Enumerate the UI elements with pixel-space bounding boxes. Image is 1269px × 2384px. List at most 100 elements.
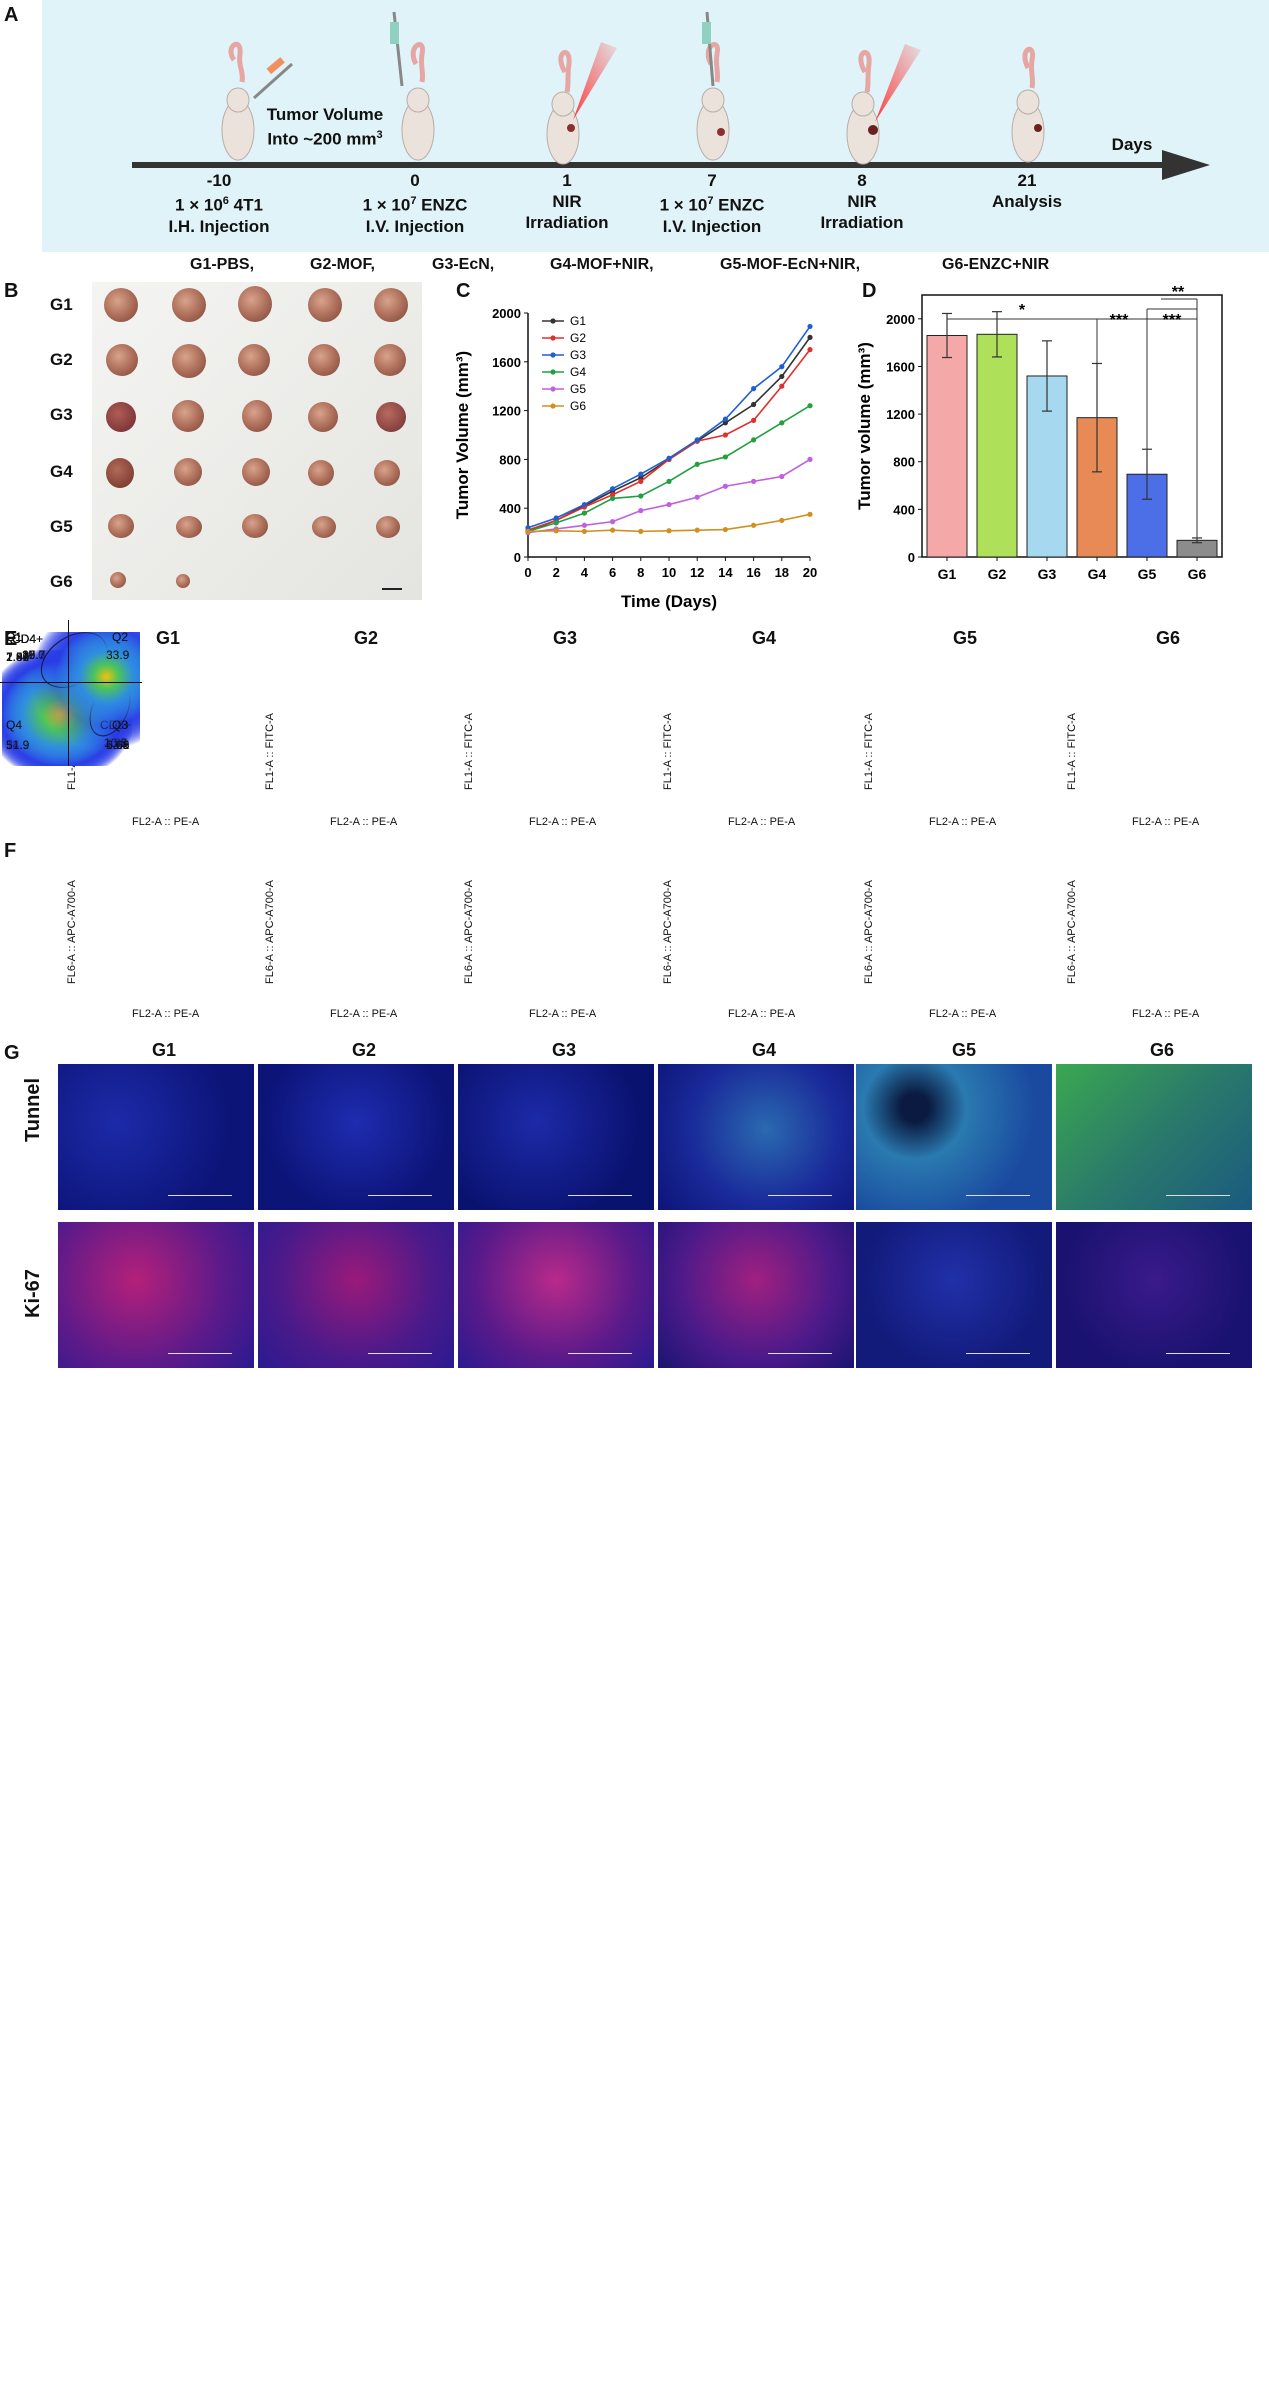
micro-row-label: Tunnel xyxy=(22,1077,44,1142)
data-point xyxy=(751,401,757,408)
data-point xyxy=(638,478,644,484)
panel-label-d: D xyxy=(862,280,877,302)
panel-label-g: G xyxy=(4,1042,20,1064)
f-y-axis-label: FL6-A :: APC-A700-A xyxy=(463,880,475,984)
cd4-cd8-plot: CD4+ 19.0 CD8+ 2.76 xyxy=(0,620,142,1650)
x-tick-label: 20 xyxy=(803,565,817,580)
timeline-event: 8 NIR Irradiation xyxy=(820,171,904,232)
y-axis-title: Tumor volume (mm³) xyxy=(855,342,874,510)
data-point xyxy=(751,478,757,484)
timeline-arrowhead xyxy=(1162,150,1210,180)
flow-cytometry-panels: G1 CD4+ 11.6 CD8+ 2.54 FL1-A :: FITC-AFL… xyxy=(0,620,1269,1040)
mouse-icon-1 xyxy=(221,41,294,161)
panel-label-e: E xyxy=(4,628,18,650)
data-point xyxy=(581,528,587,534)
f-y-axis-label: FL6-A :: APC-A700-A xyxy=(66,880,78,984)
q3-label: Q3 xyxy=(112,718,129,732)
data-point xyxy=(722,483,728,489)
q-quadrant-plot: Q1 2.82 Q2 49.3 Q4 34.1 Q3 13.8 xyxy=(0,620,142,2090)
data-point xyxy=(807,347,813,353)
bar-g1 xyxy=(926,334,968,558)
ki67-image-g5 xyxy=(856,1222,1052,1368)
f-x-axis-label: FL2-A :: PE-A xyxy=(1132,1008,1200,1020)
timeline-axis xyxy=(132,162,1172,168)
f-y-axis-label: FL6-A :: APC-A700-A xyxy=(264,880,276,984)
flow-group-title: G5 xyxy=(953,628,978,648)
panel-label-c: C xyxy=(456,280,471,302)
f-x-axis-label: FL2-A :: PE-A xyxy=(330,1008,398,1020)
e-x-axis-label: FL2-A :: PE-A xyxy=(728,816,796,828)
y-tick-label: 1200 xyxy=(886,407,915,422)
data-point xyxy=(666,501,672,508)
mouse-icon-6 xyxy=(1011,46,1045,163)
y-tick-label: 800 xyxy=(893,455,915,470)
x-tick-label: G3 xyxy=(1038,566,1057,582)
quadrant-divider-h xyxy=(0,682,142,683)
q4-value: 51.9 xyxy=(6,738,30,752)
q1-label: Q1 xyxy=(6,630,23,644)
x-tick-label: G2 xyxy=(988,566,1007,582)
tumor-photo xyxy=(92,282,422,600)
micro-col-label: G4 xyxy=(752,1040,777,1060)
legend-marker xyxy=(550,335,556,341)
q1-label: Q1 xyxy=(6,630,23,644)
data-point xyxy=(779,383,785,389)
x-tick-label: 18 xyxy=(775,565,789,580)
mouse-icon-2 xyxy=(390,11,435,161)
data-point xyxy=(779,364,785,370)
days-label: Days xyxy=(1111,135,1153,154)
q1-label: Q1 xyxy=(6,630,23,644)
q1-label: Q1 xyxy=(6,630,23,644)
data-point xyxy=(638,528,644,534)
q2-label: Q2 xyxy=(112,630,129,644)
tunnel-image-g5 xyxy=(856,1064,1052,1210)
micro-col-label: G3 xyxy=(552,1040,577,1060)
group-legend: G2-MOF, xyxy=(310,256,375,273)
legend-marker xyxy=(550,403,556,409)
photo-row-label: G5 xyxy=(50,517,73,536)
micro-col-label: G6 xyxy=(1150,1040,1175,1060)
data-point xyxy=(610,527,616,533)
significance-mark: * xyxy=(1019,302,1026,319)
legend-label: G2 xyxy=(570,331,586,345)
legend-label: G4 xyxy=(570,365,586,379)
mouse-icon-4 xyxy=(696,11,730,161)
e-y-axis-label: FL1-A :: FITC-A xyxy=(463,712,475,790)
x-tick-label: G1 xyxy=(938,566,957,582)
y-tick-label: 2000 xyxy=(492,306,521,321)
y-tick-label: 0 xyxy=(908,550,915,565)
f-y-axis-label: FL6-A :: APC-A700-A xyxy=(1066,880,1078,984)
q-quadrant-plot: Q1 1.87 Q2 67.9 Q4 16.2 Q3 14.0 xyxy=(0,620,142,1502)
panel-label-b: B xyxy=(4,280,19,302)
legend-label: G6 xyxy=(570,399,586,413)
y-tick-label: 2000 xyxy=(886,312,915,327)
data-point xyxy=(553,515,559,521)
quadrant-divider-v xyxy=(68,620,69,766)
group-legend: G4-MOF+NIR, xyxy=(550,256,654,273)
timeline-panel: Tumor Volume Into ~200 mm3 Days -10 1 × … xyxy=(42,0,1269,273)
group-legend: G6-ENZC+NIR xyxy=(942,256,1050,273)
data-point xyxy=(694,494,700,500)
y-tick-label: 0 xyxy=(514,550,521,565)
group-legend: G5-MOF-EcN+NIR, xyxy=(720,256,861,273)
legend-marker xyxy=(550,386,556,392)
photo-row-label: G2 xyxy=(50,350,73,369)
mouse-icon-3 xyxy=(546,42,617,165)
timeline-event: 21 Analysis xyxy=(992,171,1062,211)
x-tick-label: G5 xyxy=(1138,566,1157,582)
e-y-axis-label: FL1-A :: FITC-A xyxy=(1066,712,1078,790)
f-y-axis-label: FL6-A :: APC-A700-A xyxy=(863,880,875,984)
e-x-axis-label: FL2-A :: PE-A xyxy=(1132,816,1200,828)
timeline-graphic xyxy=(132,11,1210,180)
x-axis-title: Time (Days) xyxy=(621,592,717,611)
photo-row-label: G1 xyxy=(50,295,73,314)
data-point xyxy=(525,528,531,534)
q2-value: 33.9 xyxy=(106,648,130,662)
x-tick-label: 14 xyxy=(718,565,733,580)
tunnel-image-g2 xyxy=(258,1064,454,1210)
micro-col-label: G5 xyxy=(952,1040,977,1060)
tumor-volume-bar-chart: 0 400 800 1200 1600 2000 Tumor volume (mm³) G1 G… xyxy=(855,285,1223,582)
significance-mark: *** xyxy=(1163,312,1182,329)
q3-value: 6.68 xyxy=(106,738,130,752)
flow-group-title: G6 xyxy=(1156,628,1181,648)
